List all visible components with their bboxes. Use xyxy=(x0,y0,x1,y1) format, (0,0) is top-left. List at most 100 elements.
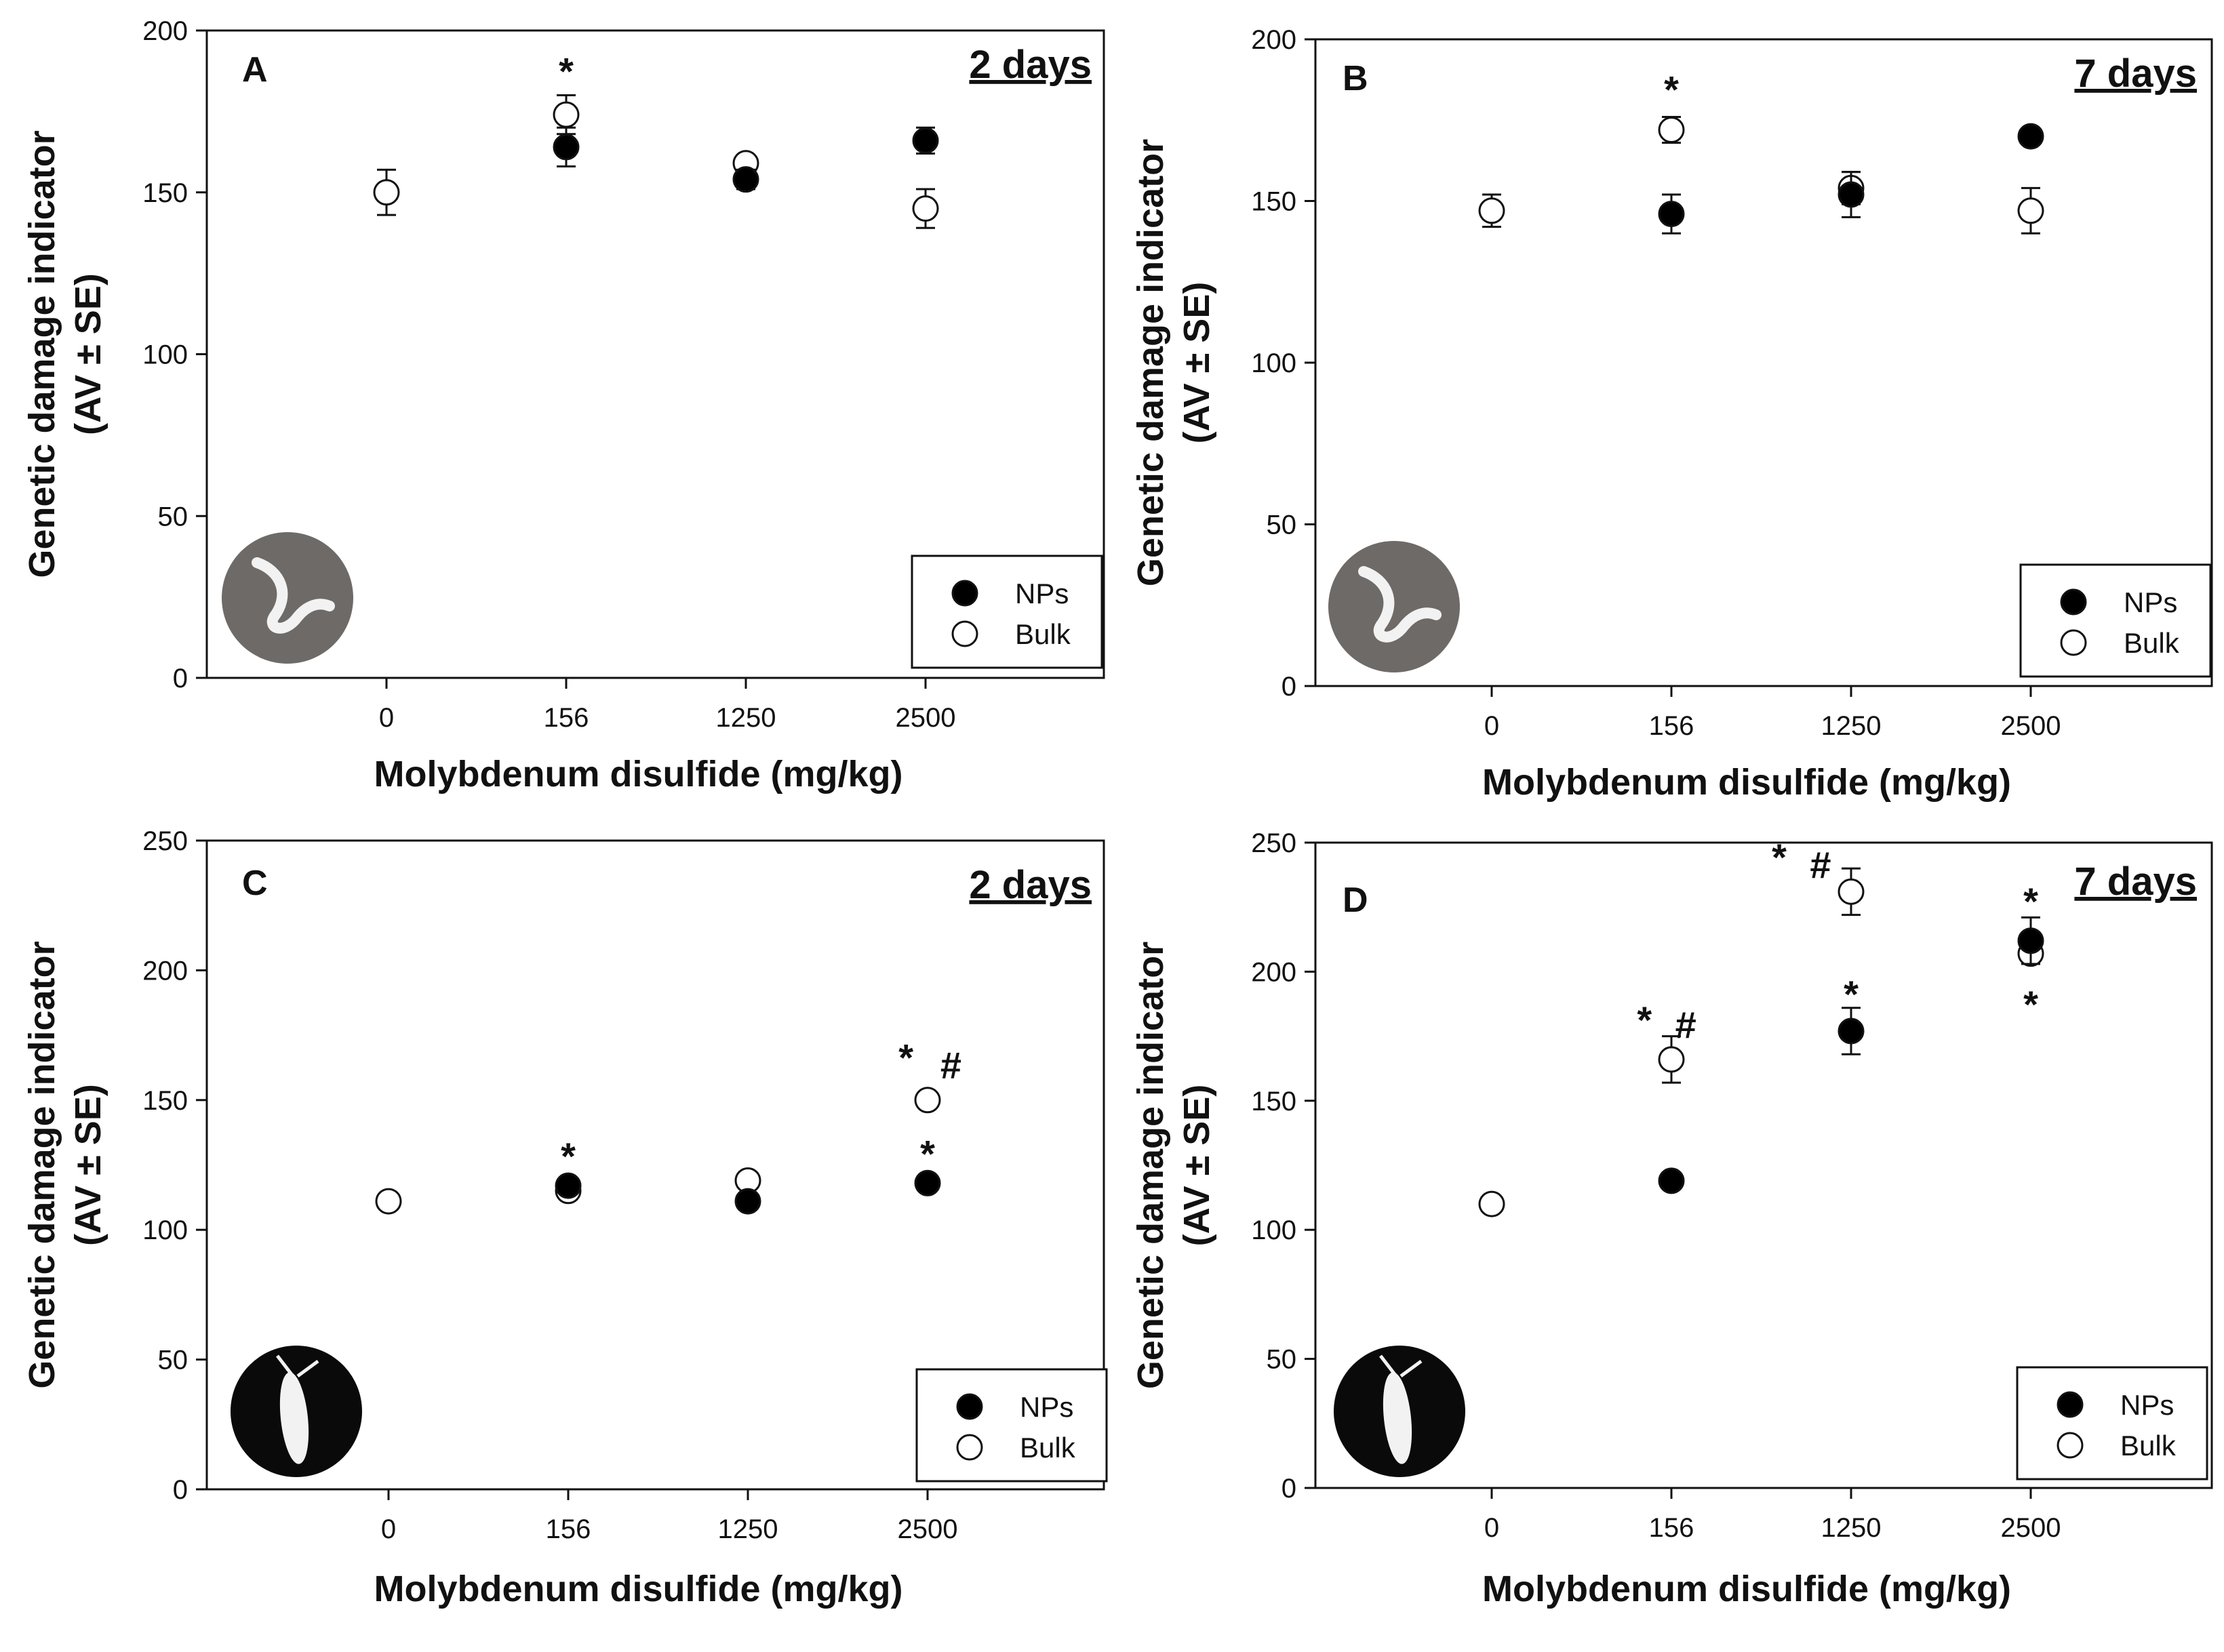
legend-marker-bulk xyxy=(956,1434,983,1461)
data-point-nps xyxy=(734,1188,761,1215)
data-point-nps xyxy=(2017,123,2044,150)
legend: NPs Bulk xyxy=(911,555,1103,669)
data-point-nps xyxy=(553,134,580,161)
legend-box xyxy=(915,1368,1108,1483)
data-point-nps xyxy=(1838,181,1865,208)
data-point-bulk xyxy=(1478,197,1505,224)
y-axis-title: Genetic damage indicator xyxy=(22,130,62,578)
y-axis-subtitle: (AV ± SE) xyxy=(68,273,108,435)
x-tick-label: 1250 xyxy=(1821,1513,1882,1543)
significance-mark: * xyxy=(1772,836,1787,879)
legend-marker-nps xyxy=(956,1393,983,1420)
x-tick-label: 0 xyxy=(381,1514,396,1544)
significance-mark: # xyxy=(940,1044,961,1087)
legend-marker-bulk xyxy=(951,620,978,647)
period-label: 7 days xyxy=(2074,52,2197,96)
springtail-antenna xyxy=(276,1354,294,1377)
x-tick-label: 2500 xyxy=(898,1514,958,1544)
data-point-nps xyxy=(1838,1018,1865,1045)
legend-label-bulk: Bulk xyxy=(2124,627,2180,659)
data-point-bulk xyxy=(373,179,400,206)
data-point-bulk xyxy=(1658,117,1685,144)
data-point-bulk xyxy=(912,195,939,222)
worm-icon xyxy=(1328,541,1460,672)
data-point-bulk xyxy=(2017,197,2044,224)
data-point-bulk xyxy=(1658,1046,1685,1073)
y-tick-label: 150 xyxy=(1251,187,1296,217)
legend-marker-bulk xyxy=(2057,1432,2084,1459)
data-point-bulk xyxy=(1838,878,1865,905)
y-axis-subtitle: (AV ± SE) xyxy=(1176,1085,1217,1247)
chart-panel-b: 0 50 100 150 200 0 156 1250 2500 Molybdenum disul… xyxy=(1130,25,2213,803)
y-tick-label: 150 xyxy=(1251,1087,1296,1116)
data-point-nps xyxy=(732,166,759,193)
legend: NPs Bulk xyxy=(2016,1366,2208,1480)
panel-label: A xyxy=(242,50,268,89)
springtail-antenna xyxy=(296,1359,319,1378)
data-point-bulk xyxy=(553,101,580,128)
springtail-antenna xyxy=(1399,1359,1423,1378)
y-tick-label: 50 xyxy=(158,1346,188,1375)
significance-mark: * xyxy=(2023,983,2038,1026)
data-point-nps xyxy=(1658,1167,1685,1194)
x-tick-label: 0 xyxy=(379,703,394,733)
y-tick-label: 200 xyxy=(142,956,188,986)
y-tick-label: 100 xyxy=(142,1215,188,1245)
y-tick-label: 250 xyxy=(142,826,188,856)
significance-mark: * xyxy=(2023,880,2038,923)
springtail-antenna xyxy=(1379,1354,1397,1377)
worm-icon xyxy=(222,532,353,664)
y-tick-label: 0 xyxy=(1282,672,1296,702)
data-point-bulk xyxy=(375,1188,402,1215)
y-axis-subtitle: (AV ± SE) xyxy=(68,1084,108,1246)
data-point-nps xyxy=(912,127,939,154)
legend-marker-nps xyxy=(2060,588,2087,616)
worm-body xyxy=(1358,566,1442,643)
significance-mark: * xyxy=(920,1132,935,1175)
x-axis-title: Molybdenum disulfide (mg/kg) xyxy=(1482,762,2011,803)
y-tick-label: 100 xyxy=(1251,1215,1296,1245)
y-tick-label: 200 xyxy=(1251,25,1296,55)
x-tick-label: 0 xyxy=(1484,1513,1499,1543)
legend-label-bulk: Bulk xyxy=(2120,1430,2177,1462)
worm-body xyxy=(252,557,335,634)
y-tick-label: 150 xyxy=(142,178,188,208)
y-tick-label: 0 xyxy=(1282,1474,1296,1504)
legend-box xyxy=(2019,563,2212,678)
legend-label-nps: NPs xyxy=(1015,578,1069,609)
x-tick-label: 156 xyxy=(546,1514,591,1544)
plot-frame xyxy=(1314,841,2213,1489)
significance-mark: # xyxy=(1675,1004,1696,1047)
legend-label-nps: NPs xyxy=(1020,1391,1073,1423)
x-tick-label: 156 xyxy=(1649,1513,1694,1543)
significance-mark: * xyxy=(1844,973,1859,1015)
springtail-icon xyxy=(1334,1346,1465,1477)
y-axis-title: Genetic damage indicator xyxy=(1130,139,1171,586)
legend-box xyxy=(911,555,1103,669)
x-tick-label: 1250 xyxy=(1821,711,1882,741)
y-tick-label: 100 xyxy=(1251,348,1296,378)
y-tick-label: 200 xyxy=(1251,957,1296,987)
plot-frame xyxy=(205,839,1105,1491)
legend-label-nps: NPs xyxy=(2120,1389,2174,1421)
period-label: 7 days xyxy=(2074,860,2197,904)
y-tick-label: 0 xyxy=(173,664,188,693)
legend: NPs Bulk xyxy=(2019,563,2212,678)
springtail-icon xyxy=(231,1346,362,1477)
legend-box xyxy=(2016,1366,2208,1480)
springtail-body xyxy=(1383,1372,1412,1464)
y-tick-label: 150 xyxy=(142,1086,188,1116)
x-tick-label: 0 xyxy=(1484,711,1499,741)
x-tick-label: 156 xyxy=(1649,711,1694,741)
y-tick-label: 0 xyxy=(173,1475,188,1505)
data-point-bulk xyxy=(914,1087,941,1114)
x-tick-label: 2500 xyxy=(2001,1513,2061,1543)
panel-label: D xyxy=(1343,881,1368,920)
y-axis-title: Genetic damage indicator xyxy=(1130,942,1171,1389)
x-axis-title: Molybdenum disulfide (mg/kg) xyxy=(374,754,903,794)
legend-marker-nps xyxy=(2057,1391,2084,1418)
y-tick-label: 50 xyxy=(158,502,188,531)
x-tick-label: 1250 xyxy=(718,1514,778,1544)
